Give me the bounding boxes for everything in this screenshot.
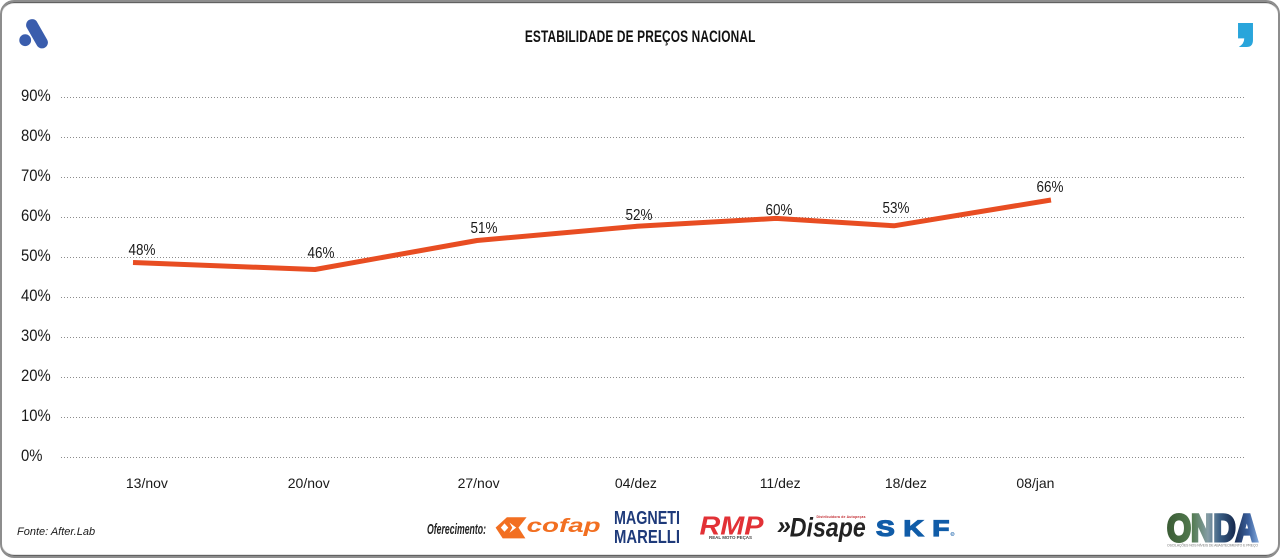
svg-text:ONDA: ONDA bbox=[1167, 508, 1258, 550]
svg-text:OSCILAÇÕES NOS NÍVEIS DE ABAST: OSCILAÇÕES NOS NÍVEIS DE ABASTECIMENTO E… bbox=[1167, 543, 1258, 548]
svg-text:MAGNETI: MAGNETI bbox=[614, 508, 680, 528]
svg-text:RMP: RMP bbox=[700, 511, 765, 541]
svg-text:Distribuidora de Autopeças: Distribuidora de Autopeças bbox=[817, 515, 866, 519]
svg-text:»: » bbox=[777, 512, 791, 540]
svg-text:cofap: cofap bbox=[527, 516, 601, 537]
svg-text:Disape: Disape bbox=[790, 512, 866, 542]
svg-text:REAL MOTO PEÇAS: REAL MOTO PEÇAS bbox=[709, 535, 752, 540]
svg-text:R: R bbox=[951, 532, 953, 536]
svg-text:SKF: SKF bbox=[876, 516, 958, 541]
svg-text:MARELLI: MARELLI bbox=[614, 527, 680, 547]
